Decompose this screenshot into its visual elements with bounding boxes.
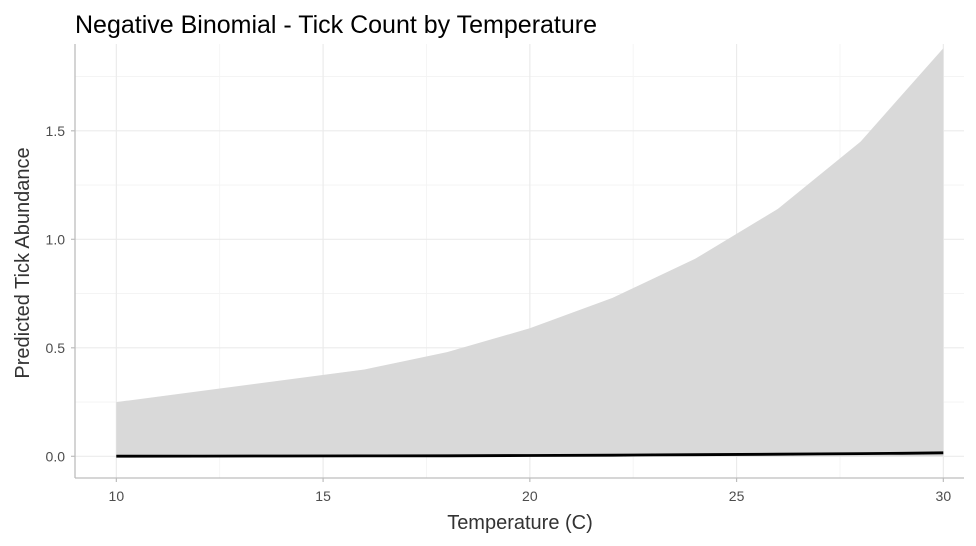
x-axis-title: Temperature (C)	[447, 512, 593, 534]
x-tick-label: 10	[109, 488, 125, 504]
prediction-line-path	[116, 451, 944, 458]
y-axis-title: Predicted Tick Abundance	[12, 147, 34, 378]
x-tick-label: 30	[936, 488, 952, 504]
x-tick-label: 15	[315, 488, 331, 504]
y-tick-label: 1.5	[46, 123, 66, 139]
chart-title: Negative Binomial - Tick Count by Temper…	[75, 11, 597, 39]
y-tick-label: 0.0	[46, 448, 66, 464]
y-tick-label: 1.0	[46, 231, 66, 247]
y-tick-label: 0.5	[46, 340, 66, 356]
x-tick-label: 25	[729, 488, 745, 504]
axes	[74, 44, 964, 479]
x-axis-ticks: 10 15 20 25 30	[109, 478, 952, 504]
x-tick-label: 20	[522, 488, 538, 504]
prediction-line	[116, 451, 944, 458]
confidence-band-area	[116, 48, 944, 457]
confidence-band	[116, 48, 944, 457]
y-axis-ticks: 0.0 0.5 1.0 1.5	[46, 123, 75, 464]
